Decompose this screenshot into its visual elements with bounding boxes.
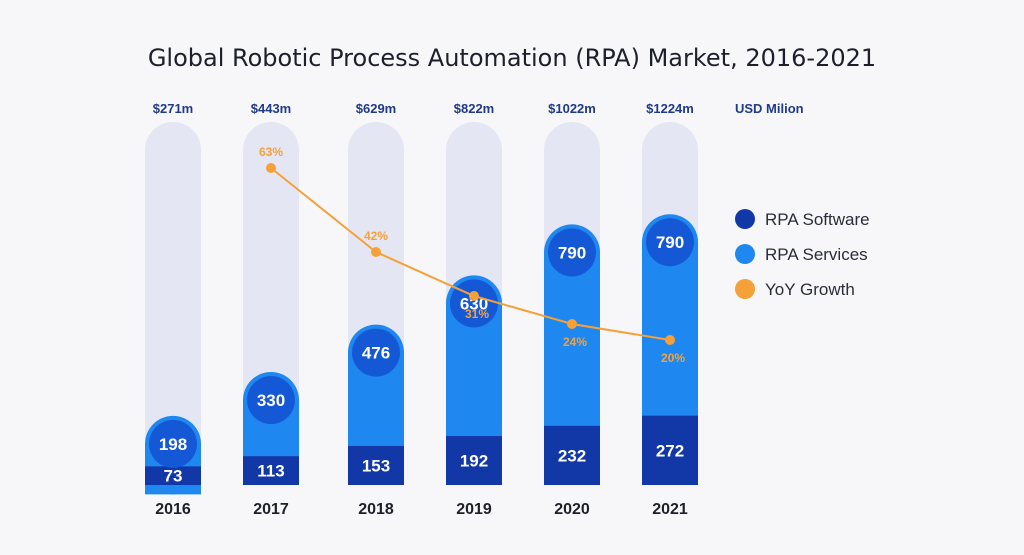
services-value-badge [646, 218, 694, 267]
total-label: $1022m [548, 101, 596, 116]
yoy-label: 63% [259, 145, 283, 159]
total-label: $822m [454, 101, 494, 116]
software-value-label: 192 [460, 452, 488, 471]
yoy-label: 31% [465, 307, 489, 321]
legend-item: RPA Software [735, 209, 870, 229]
yoy-label: 42% [364, 229, 388, 243]
legend-label: RPA Software [765, 210, 870, 229]
x-tick-label: 2018 [358, 501, 394, 518]
yoy-label: 24% [563, 335, 587, 349]
bars-layer: 198 73 $271m 2016 330 113 $443m 2017 476 153 $629m… [145, 101, 698, 518]
bar-software [446, 436, 502, 485]
legend-label: RPA Services [765, 245, 868, 264]
services-value-label: 330 [257, 391, 285, 410]
bar-group-2018: 476 153 $629m 2018 [348, 101, 404, 518]
services-value-badge [352, 328, 400, 377]
services-value-label: 790 [558, 243, 586, 262]
yoy-line-layer: 63% 42% 31% 24% 20% [259, 145, 685, 365]
yoy-point [665, 335, 675, 345]
x-tick-label: 2021 [652, 501, 688, 518]
services-value-label: 476 [362, 344, 390, 363]
legend-swatch [735, 279, 755, 299]
bar-group-2017: 330 113 $443m 2017 [243, 101, 299, 518]
legend-item: YoY Growth [735, 279, 855, 299]
total-label: $1224m [646, 101, 694, 116]
bar-group-2016: 198 73 $271m 2016 [145, 101, 201, 518]
software-value-label: 73 [164, 467, 183, 486]
unit-label: USD Milion [735, 101, 804, 116]
software-value-label: 113 [257, 462, 284, 481]
bar-software [243, 456, 299, 485]
software-value-label: 272 [656, 441, 684, 460]
services-value-badge [247, 376, 295, 425]
services-value-label: 198 [159, 435, 187, 454]
x-tick-label: 2020 [554, 501, 590, 518]
software-value-label: 232 [558, 446, 586, 465]
legend-swatch [735, 244, 755, 264]
yoy-label: 20% [661, 351, 685, 365]
x-tick-label: 2016 [155, 501, 191, 518]
services-value-label: 790 [656, 233, 684, 252]
yoy-point [469, 291, 479, 301]
legend-item: RPA Services [735, 244, 868, 264]
services-value-badge [149, 419, 197, 468]
bar-software [544, 425, 600, 485]
bar-software [348, 445, 404, 485]
yoy-point [371, 247, 381, 257]
bar-group-2021: 790 272 $1224m 2021 [642, 101, 698, 518]
bar-services-body [544, 252, 600, 454]
legend-label: YoY Growth [765, 280, 855, 299]
bar-software [145, 466, 201, 485]
legend-swatch [735, 209, 755, 229]
total-label: $629m [356, 101, 396, 116]
total-label: $443m [251, 101, 291, 116]
x-tick-label: 2017 [253, 501, 289, 518]
services-value-badge [548, 228, 596, 277]
yoy-point [567, 319, 577, 329]
bar-software [642, 415, 698, 485]
software-value-label: 153 [362, 456, 390, 475]
legend: RPA Software RPA Services YoY Growth [735, 209, 870, 299]
x-tick-label: 2019 [456, 501, 492, 518]
total-label: $271m [153, 101, 193, 116]
chart-title: Global Robotic Process Automation (RPA) … [148, 44, 876, 72]
services-value-label: 630 [460, 294, 488, 313]
bar-group-2020: 790 232 $1022m 2020 [544, 101, 600, 518]
yoy-point [266, 163, 276, 173]
